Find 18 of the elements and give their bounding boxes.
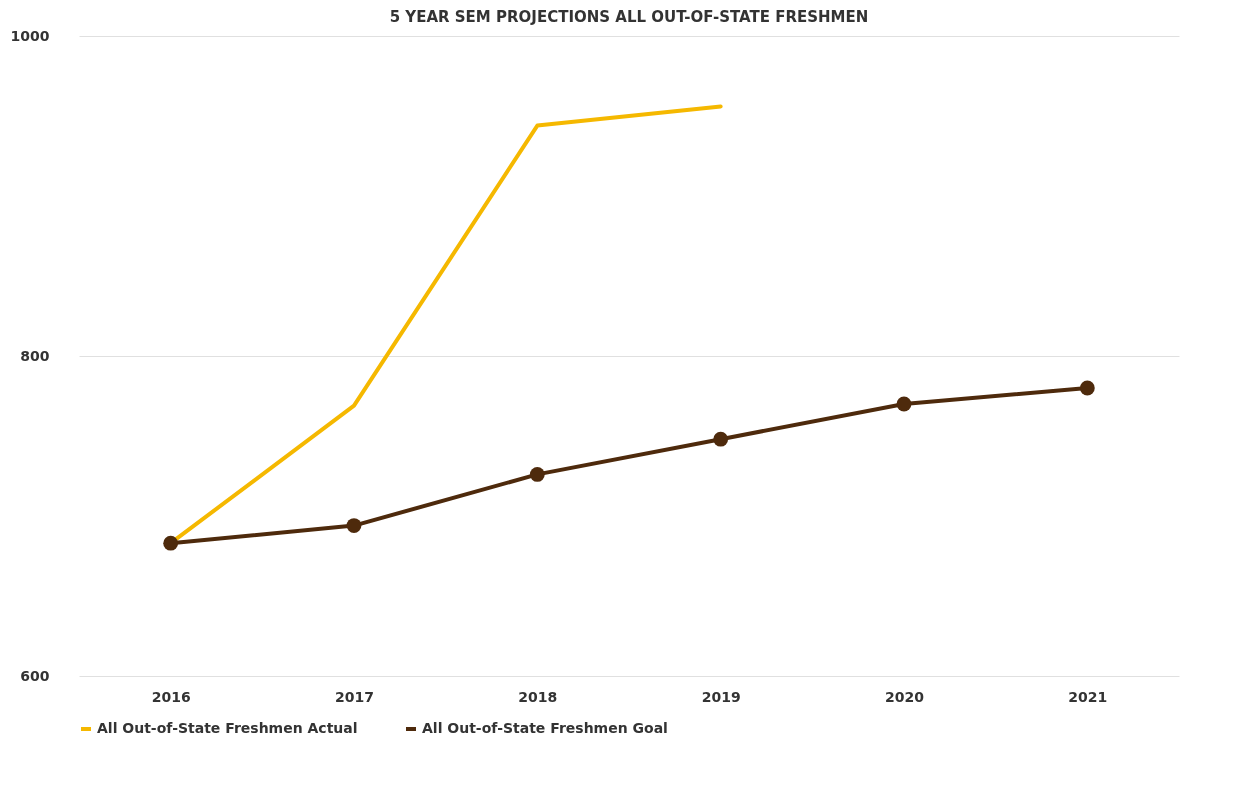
point bbox=[529, 467, 545, 482]
x-tick-label: 2017 bbox=[335, 688, 374, 705]
y-tick-label: 1000 bbox=[10, 27, 50, 44]
y-tick-label: 600 bbox=[20, 667, 50, 684]
y-tick-label: 800 bbox=[20, 347, 50, 364]
legend-label: All Out-of-State Freshmen Actual bbox=[97, 720, 358, 736]
x-tick-label: 2016 bbox=[151, 688, 191, 705]
point bbox=[1079, 380, 1095, 396]
chart-title: 5 YEAR SEM PROJECTIONS ALL OUT-OF-STATE FRESHMEN bbox=[389, 8, 869, 26]
x-tick-label: 2021 bbox=[1068, 688, 1108, 705]
point bbox=[896, 396, 912, 412]
point bbox=[713, 431, 729, 447]
point bbox=[346, 518, 362, 533]
x-tick-label: 2019 bbox=[701, 688, 741, 705]
x-tick-label: 2018 bbox=[518, 688, 558, 705]
point bbox=[163, 535, 179, 551]
x-tick-label: 2020 bbox=[885, 688, 925, 705]
legend-label: All Out-of-State Freshmen Goal bbox=[422, 720, 668, 736]
